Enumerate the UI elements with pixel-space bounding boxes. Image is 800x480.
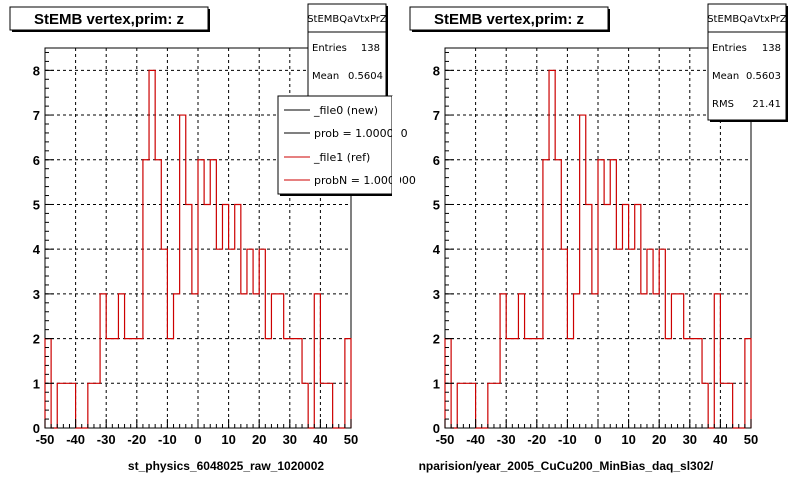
y-tick-label: 8 (433, 63, 440, 78)
x-tick-label: -20 (127, 432, 146, 447)
x-tick-label: 50 (744, 432, 758, 447)
histogram-outline (444, 69, 752, 429)
histogram-panel-right: StEMB vertex,prim: z -50 -40 -30 -20 -10 0 10 2… (409, 3, 788, 473)
x-tick-label: -10 (158, 432, 177, 447)
legend-entry: _file0 (new) (284, 104, 378, 117)
y-tick-label: 3 (433, 287, 440, 302)
x-tick-label: 10 (621, 432, 635, 447)
legend-label: _file0 (new) (313, 104, 378, 117)
x-tick-label: 20 (252, 432, 266, 447)
stats-box-name: StEMBQaVtxPrZ (307, 14, 387, 25)
legend-entry: prob = 1.000000 (284, 127, 408, 140)
legend-entry: probN = 1.000000 (284, 174, 416, 187)
y-tick-label: 5 (433, 197, 440, 212)
axes: -50 -40 -30 -20 -10 0 10 20 30 40 50 0 1 2 3 4 5 6 7 8 (433, 51, 758, 447)
axes: -50 -40 -30 -20 -10 0 10 20 30 40 50 0 1 2 3 4 5 6 7 8 (33, 51, 358, 447)
title-box: StEMB vertex,prim: z (9, 6, 210, 32)
x-axis-label: st_physics_6048025_raw_1020002 (128, 459, 324, 473)
y-tick-label: 6 (433, 153, 440, 168)
legend-box: _file0 (new) prob = 1.000000 _file1 (ref… (277, 95, 416, 198)
stats-mean-value: 0.5604 (348, 71, 383, 82)
y-tick-label: 7 (433, 108, 440, 123)
y-tick-label: 4 (33, 242, 41, 257)
histogram-series (44, 69, 352, 429)
x-tick-label: -40 (66, 432, 85, 447)
x-tick-label: -30 (497, 432, 516, 447)
stats-entries-label: Entries (312, 43, 347, 54)
y-tick-label: 4 (433, 242, 441, 257)
x-axis-label: nparision/year_2005_CuCu200_MinBias_daq_… (419, 459, 714, 473)
stats-mean-label: Mean (312, 71, 339, 82)
legend-label: _file1 (ref) (313, 151, 370, 164)
stats-box: StEMBQaVtxPrZ Entries 138 Mean 0.5603 RM… (707, 3, 788, 122)
x-tick-label: -30 (97, 432, 116, 447)
histogram-panel-left: StEMB vertex,prim: z -50 -40 -30 -20 -10 0 10 2… (9, 3, 416, 473)
chart-title: StEMB vertex,prim: z (34, 11, 184, 28)
chart-title: StEMB vertex,prim: z (434, 11, 584, 28)
x-tick-label: 40 (713, 432, 727, 447)
y-tick-label: 1 (433, 376, 440, 391)
histogram-series (444, 69, 752, 429)
x-tick-label: 0 (194, 432, 201, 447)
stats-box-name: StEMBQaVtxPrZ (707, 14, 787, 25)
x-tick-label: 30 (683, 432, 697, 447)
stats-entries-value: 138 (361, 43, 380, 54)
y-tick-label: 8 (33, 63, 40, 78)
y-tick-label: 0 (433, 421, 440, 436)
stats-rms-value: 21.41 (752, 99, 781, 110)
x-tick-label: 30 (283, 432, 297, 447)
x-tick-label: -50 (36, 432, 55, 447)
histogram-outline (44, 69, 352, 429)
legend-label: prob = 1.000000 (314, 127, 408, 140)
stats-entries-label: Entries (712, 43, 747, 54)
y-tick-label: 1 (33, 376, 40, 391)
y-tick-label: 5 (33, 197, 40, 212)
x-tick-label: -40 (466, 432, 485, 447)
stats-rms-label: RMS (712, 99, 734, 110)
x-tick-label: 40 (313, 432, 327, 447)
x-tick-label: -20 (527, 432, 546, 447)
x-tick-label: -10 (558, 432, 577, 447)
x-tick-label: 20 (652, 432, 666, 447)
x-tick-label: 0 (594, 432, 601, 447)
stats-entries-value: 138 (762, 43, 781, 54)
title-box: StEMB vertex,prim: z (409, 6, 610, 32)
x-tick-label: 10 (221, 432, 235, 447)
x-tick-label: -50 (436, 432, 455, 447)
stats-mean-label: Mean (712, 71, 739, 82)
stats-box: StEMBQaVtxPrZ Entries 138 Mean 0.5604 (307, 3, 388, 102)
y-tick-label: 2 (33, 332, 40, 347)
y-tick-label: 6 (33, 153, 40, 168)
y-tick-label: 3 (33, 287, 40, 302)
legend-entry: _file1 (ref) (284, 151, 370, 164)
y-tick-label: 7 (33, 108, 40, 123)
plot-frame: -50 -40 -30 -20 -10 0 10 20 30 40 50 0 1 2 3 4 5 6 7 8 (433, 47, 758, 447)
legend-label: probN = 1.000000 (314, 174, 416, 187)
y-tick-label: 0 (33, 421, 40, 436)
stats-mean-value: 0.5603 (746, 71, 781, 82)
y-tick-label: 2 (433, 332, 440, 347)
x-tick-label: 50 (344, 432, 358, 447)
